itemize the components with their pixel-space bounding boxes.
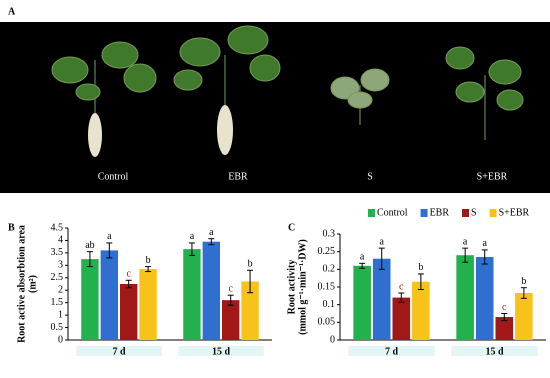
bar <box>120 284 138 340</box>
legend-swatch <box>368 209 375 217</box>
significance-letter: b <box>248 259 253 270</box>
legend-swatch <box>420 209 428 217</box>
significance-letter: a <box>360 252 365 263</box>
significance-letter: a <box>190 231 195 242</box>
y-axis-label: (mmol g⁻¹·min⁻¹·DW) <box>297 239 308 335</box>
photo-caption: S <box>367 171 373 182</box>
photo-caption: Control <box>98 171 129 182</box>
bar <box>241 281 259 340</box>
bar <box>495 317 514 340</box>
bar <box>392 297 411 340</box>
y-tick-label: 3 <box>58 260 63 271</box>
category-shade <box>451 346 538 356</box>
bar <box>183 249 201 340</box>
y-tick-label: 0.2 <box>323 264 336 275</box>
legend-label: Control <box>377 207 408 218</box>
category-shade <box>348 346 435 356</box>
y-tick-label: 4 <box>58 235 63 246</box>
category-shade <box>178 346 264 356</box>
panel-label: C <box>288 222 295 233</box>
legend-label: EBR <box>430 207 450 218</box>
significance-letter: a <box>482 238 487 249</box>
y-tick-label: 4.5 <box>51 222 64 233</box>
y-tick-label: 0.05 <box>318 317 336 328</box>
y-tick-label: 0.25 <box>318 246 336 257</box>
panel-label: B <box>8 222 15 233</box>
x-tick-label: 7 d <box>385 346 399 357</box>
bar <box>353 265 371 340</box>
photo-caption: S+EBR <box>477 171 508 182</box>
y-axis-label: (m²) <box>27 275 38 293</box>
bar <box>515 293 533 340</box>
legend-swatch <box>489 209 497 217</box>
bar <box>475 256 494 340</box>
y-axis-label: Root activity <box>286 260 297 315</box>
x-tick-label: 15 d <box>485 346 504 357</box>
bar <box>202 241 220 340</box>
x-tick-label: 7 d <box>112 346 126 357</box>
category-shade <box>76 346 162 356</box>
y-tick-label: 0.1 <box>323 299 336 310</box>
significance-letter: c <box>399 281 404 292</box>
bar <box>412 281 430 340</box>
significance-letter: b <box>146 255 151 266</box>
significance-letter: b <box>418 262 423 273</box>
y-axis-label: Root active absorbtion area <box>16 225 27 343</box>
photo <box>0 22 550 193</box>
significance-letter: c <box>228 283 233 294</box>
significance-letter: ab <box>85 240 94 251</box>
y-tick-label: 2 <box>58 285 63 296</box>
significance-letter: b <box>521 276 526 287</box>
y-tick-label: 2.5 <box>51 272 64 283</box>
y-tick-label: 1 <box>58 309 63 320</box>
plants <box>51 25 524 157</box>
bar <box>222 300 240 340</box>
y-tick-label: 0.5 <box>51 322 64 333</box>
y-tick-label: 0.15 <box>318 281 336 292</box>
panel-label: A <box>8 6 16 17</box>
bar <box>81 259 99 340</box>
significance-letter: c <box>502 302 507 313</box>
y-tick-label: 3.5 <box>51 247 64 258</box>
significance-letter: c <box>126 269 131 280</box>
significance-letter: a <box>107 231 112 242</box>
bar <box>100 250 118 340</box>
bar <box>456 255 474 340</box>
legend-swatch <box>462 209 470 217</box>
y-tick-label: 0.3 <box>323 228 336 239</box>
y-tick-label: 0 <box>58 334 63 345</box>
y-tick-label: 1.5 <box>51 297 64 308</box>
significance-letter: a <box>463 236 468 247</box>
y-tick-label: 0 <box>330 334 335 345</box>
significance-letter: a <box>209 227 214 238</box>
significance-letter: a <box>379 236 384 247</box>
photo-caption: EBR <box>228 171 248 182</box>
legend-label: S <box>471 207 477 218</box>
bar <box>372 258 391 340</box>
legend-label: S+EBR <box>499 207 530 218</box>
bar <box>139 269 157 340</box>
x-tick-label: 15 d <box>212 346 231 357</box>
